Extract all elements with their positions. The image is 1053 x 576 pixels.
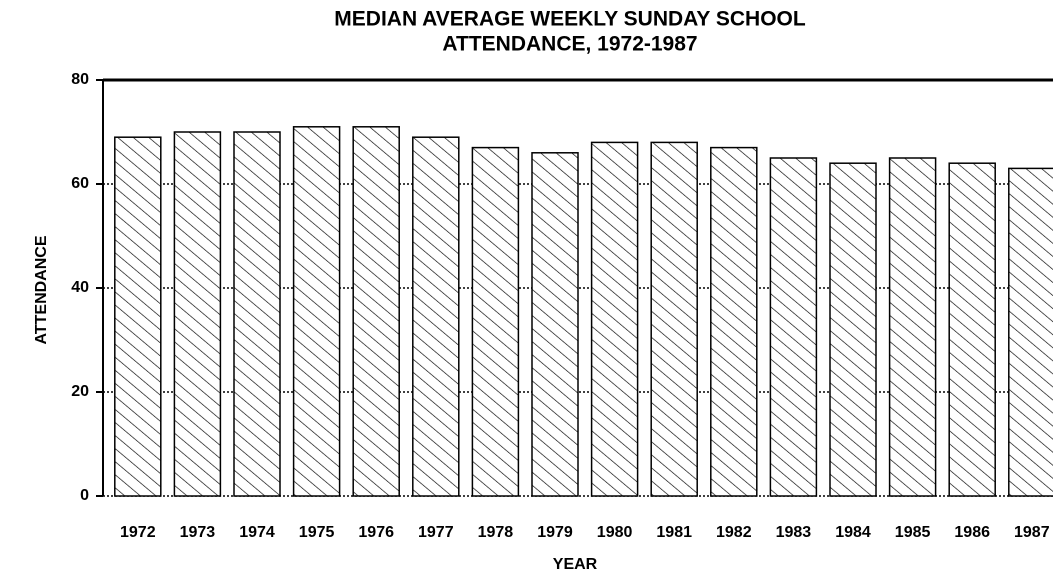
x-tick-label: 1972 [120,524,156,541]
bar [352,126,400,497]
x-tick-label: 1982 [716,524,752,541]
x-tick-label: 1979 [537,524,573,541]
bar [710,146,758,497]
bar [412,136,460,497]
x-tick-label: 1974 [239,524,275,541]
chart-title: MEDIAN AVERAGE WEEKLY SUNDAY SCHOOL [334,8,806,31]
y-axis-label: ATTENDANCE [33,235,50,344]
x-tick-label: 1976 [358,524,394,541]
bar [471,146,520,497]
x-axis-label: YEAR [553,556,598,573]
x-tick-label: 1981 [656,524,692,541]
y-tick-label: 80 [71,71,89,88]
bar [114,136,162,497]
y-tick-label: 20 [71,383,89,400]
bar [769,157,818,497]
x-tick-label: 1973 [180,524,216,541]
y-tick-label: 40 [71,279,89,296]
x-tick-label: 1987 [1014,524,1050,541]
x-tick-label: 1977 [418,524,454,541]
x-tick-label: 1978 [478,524,514,541]
bar [650,141,698,497]
bar [590,141,639,497]
x-tick-label: 1984 [835,524,871,541]
x-tick-label: 1980 [597,524,633,541]
bar [829,162,877,497]
x-tick-label: 1986 [954,524,990,541]
bar [233,131,281,497]
x-tick-label: 1985 [895,524,931,541]
x-tick-label: 1983 [776,524,812,541]
bar [292,126,341,497]
x-tick-label: 1975 [299,524,335,541]
bar [888,157,937,497]
bar [948,162,996,497]
bar [173,131,222,497]
bar [531,152,579,497]
bar [1008,167,1053,497]
y-tick-label: 60 [71,175,89,192]
chart-title: ATTENDANCE, 1972-1987 [442,33,697,56]
y-tick-label: 0 [80,487,89,504]
